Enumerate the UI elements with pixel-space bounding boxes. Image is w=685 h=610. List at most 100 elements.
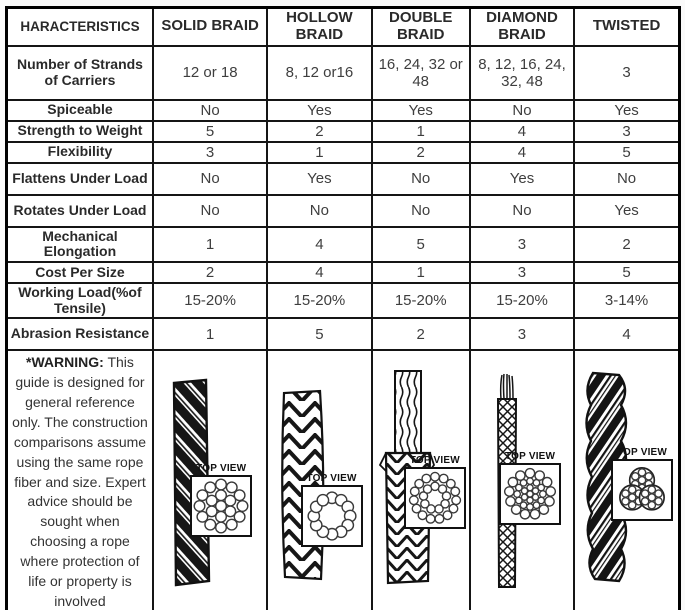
rope-comparison-table: HARACTERISTICS SOLID BRAID HOLLOW BRAID … — [5, 6, 681, 610]
top-view-box — [611, 459, 673, 522]
hollow-braid-cross-section-icon — [306, 491, 357, 541]
value-cell: Yes — [573, 193, 681, 228]
row-working-load: Working Load(%of Tensile) 15-20% 15-20% … — [5, 281, 681, 320]
top-view-panel: TOP VIEW — [188, 463, 254, 538]
top-view-panel: TOP VIEW — [497, 451, 563, 526]
row-label: Working Load(%of Tensile) — [5, 281, 154, 320]
top-view-box — [190, 475, 253, 538]
value-cell: No — [370, 193, 471, 228]
value-cell: 4 — [266, 260, 373, 284]
solid-braid-cross-section-icon — [193, 478, 249, 534]
row-label: Strength to Weight — [5, 119, 154, 143]
top-view-box — [300, 485, 363, 548]
value-cell: 4 — [468, 140, 576, 164]
row-abrasion-resistance: Abrasion Resistance 1 5 2 3 4 — [5, 317, 681, 352]
value-cell: 5 — [370, 225, 471, 263]
diamond-braid-illustration-cell: TOP VIEW — [468, 349, 576, 610]
value-cell: 15-20% — [468, 281, 576, 320]
value-cell: 8, 12, 16, 24, 32, 48 — [468, 44, 576, 101]
header-row: HARACTERISTICS SOLID BRAID HOLLOW BRAID … — [5, 6, 681, 47]
value-cell: No — [151, 161, 269, 196]
value-cell: 16, 24, 32 or 48 — [370, 44, 471, 101]
row-label: Number of Strands of Carriers — [5, 44, 154, 101]
column-header-characteristics: HARACTERISTICS — [5, 6, 154, 47]
top-view-panel: TOP VIEW — [609, 447, 675, 522]
value-cell: 15-20% — [370, 281, 471, 320]
row-label: Spiceable — [5, 98, 154, 122]
value-cell: 3 — [573, 44, 681, 101]
top-view-label: TOP VIEW — [616, 447, 668, 459]
row-spiceable: Spiceable No Yes Yes No Yes — [5, 98, 681, 122]
row-flattens-under-load: Flattens Under Load No Yes No Yes No — [5, 161, 681, 196]
value-cell: No — [370, 161, 471, 196]
row-label: Abrasion Resistance — [5, 317, 154, 352]
row-label: Flattens Under Load — [5, 161, 154, 196]
diamond-braid-cross-section-icon — [504, 468, 557, 520]
value-cell: 3 — [468, 260, 576, 284]
value-cell: 12 or 18 — [151, 44, 269, 101]
value-cell: 1 — [266, 140, 373, 164]
value-cell: No — [151, 193, 269, 228]
row-label: Flexibility — [5, 140, 154, 164]
value-cell: 3 — [468, 225, 576, 263]
value-cell: 3 — [151, 140, 269, 164]
value-cell: Yes — [573, 98, 681, 122]
value-cell: Yes — [266, 161, 373, 196]
value-cell: Yes — [468, 161, 576, 196]
hollow-braid-illustration-cell: TOP VIEW — [266, 349, 373, 610]
row-label: Cost Per Size — [5, 260, 154, 284]
value-cell: 5 — [266, 317, 373, 352]
illustration-row: *WARNING: This guide is designed for gen… — [5, 349, 681, 610]
value-cell: No — [468, 98, 576, 122]
value-cell: Yes — [370, 98, 471, 122]
value-cell: 2 — [370, 140, 471, 164]
top-view-panel: TOP VIEW — [402, 455, 468, 530]
column-header-hollow-braid: HOLLOW BRAID — [266, 6, 373, 47]
value-cell: 2 — [266, 119, 373, 143]
value-cell: No — [151, 98, 269, 122]
solid-braid-illustration-cell: TOP VIEW — [151, 349, 269, 610]
value-cell: 1 — [151, 225, 269, 263]
top-view-panel: TOP VIEW — [299, 473, 365, 548]
row-label: Rotates Under Load — [5, 193, 154, 228]
twisted-cross-section-icon — [619, 467, 665, 511]
top-view-label: TOP VIEW — [505, 451, 556, 463]
value-cell: Yes — [266, 98, 373, 122]
value-cell: 5 — [573, 140, 681, 164]
column-header-double-braid: DOUBLE BRAID — [370, 6, 471, 47]
value-cell: 1 — [370, 119, 471, 143]
row-strength-to-weight: Strength to Weight 5 2 1 4 3 — [5, 119, 681, 143]
column-header-twisted: TWISTED — [573, 6, 681, 47]
value-cell: No — [266, 193, 373, 228]
value-cell: 2 — [370, 317, 471, 352]
column-header-diamond-braid: DIAMOND BRAID — [468, 6, 576, 47]
twisted-rope-icon — [585, 372, 628, 583]
row-number-of-strands: Number of Strands of Carriers 12 or 18 8… — [5, 44, 681, 101]
twisted-illustration-cell: TOP VIEW — [573, 349, 681, 610]
top-view-label: TOP VIEW — [409, 455, 460, 467]
warning-body: This guide is designed for general refer… — [12, 354, 148, 609]
double-braid-illustration-cell: TOP VIEW — [370, 349, 471, 610]
value-cell: No — [468, 193, 576, 228]
value-cell: 8, 12 or16 — [266, 44, 373, 101]
warning-prefix: *WARNING: — [26, 354, 104, 371]
top-view-label: TOP VIEW — [196, 463, 247, 475]
row-label: Mechanical Elongation — [5, 225, 154, 263]
row-cost-per-size: Cost Per Size 2 4 1 3 5 — [5, 260, 681, 284]
value-cell: 4 — [573, 317, 681, 352]
value-cell: 3 — [573, 119, 681, 143]
value-cell: 2 — [151, 260, 269, 284]
value-cell: 4 — [468, 119, 576, 143]
top-view-box — [403, 467, 466, 530]
value-cell: 5 — [573, 260, 681, 284]
value-cell: 4 — [266, 225, 373, 263]
double-braid-cross-section-icon — [408, 472, 461, 525]
value-cell: No — [573, 161, 681, 196]
value-cell: 15-20% — [266, 281, 373, 320]
row-mechanical-elongation: Mechanical Elongation 1 4 5 3 2 — [5, 225, 681, 263]
value-cell: 1 — [151, 317, 269, 352]
row-flexibility: Flexibility 3 1 2 4 5 — [5, 140, 681, 164]
row-rotates-under-load: Rotates Under Load No No No No Yes — [5, 193, 681, 228]
value-cell: 5 — [151, 119, 269, 143]
